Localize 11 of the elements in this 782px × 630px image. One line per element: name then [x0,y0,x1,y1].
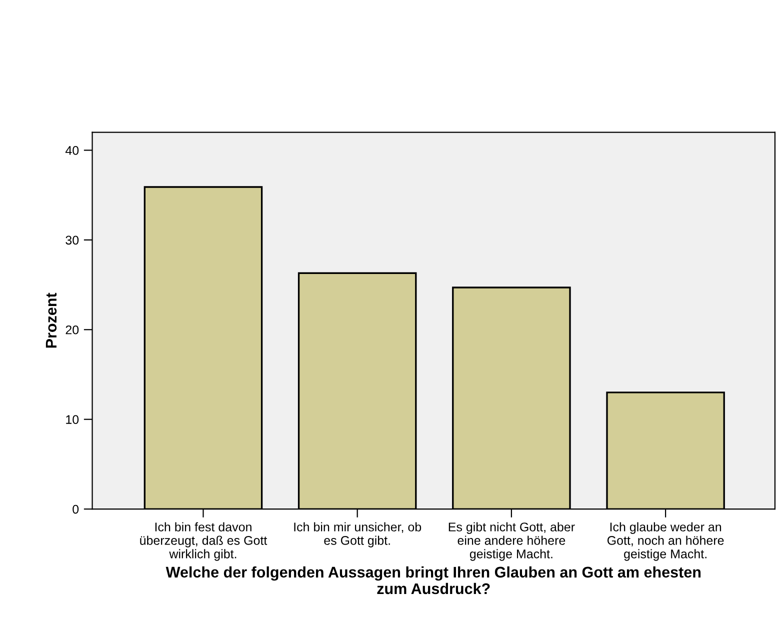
y-tick-label: 10 [66,415,79,424]
x-tick-label: Ich glaube weder an Gott, noch an höhere geistige Macht. [607,522,724,561]
y-axis-title: Prozent [46,292,57,348]
x-tick-label: Ich bin fest davon überzeugt, daß es Gott wirklich gibt. [140,522,268,561]
x-tick-label: Es gibt nicht Gott, aber eine andere höhere geistige Macht. [448,522,575,561]
y-tick-label: 40 [65,146,79,155]
x-axis-title: Welche der folgenden Aussagen bringt Ihren Glauben an Gott am ehesten zum Ausdruck? [166,566,701,594]
y-tick-label: 0 [72,504,79,514]
x-tick-label: Ich bin mir unsicher, ob es Gott gibt. [294,522,422,548]
y-tick-label: 20 [66,325,79,334]
y-tick-label: 30 [66,236,79,245]
